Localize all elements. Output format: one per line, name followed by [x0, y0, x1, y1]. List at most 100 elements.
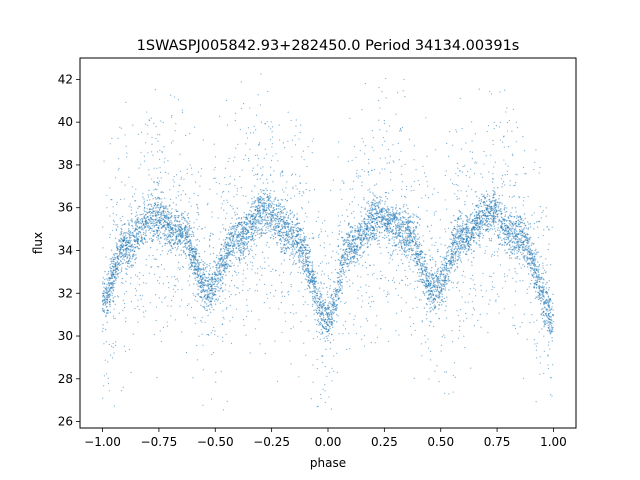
data-point: [164, 215, 167, 217]
data-point: [510, 228, 513, 230]
data-point: [179, 233, 181, 235]
data-point: [240, 241, 243, 243]
data-point: [445, 266, 448, 269]
data-point: [408, 250, 410, 253]
data-point: [128, 266, 130, 268]
data-point: [105, 291, 107, 293]
data-point: [249, 217, 251, 219]
data-point: [266, 178, 268, 181]
data-point: [148, 229, 150, 231]
data-point: [494, 227, 496, 230]
data-point: [304, 246, 306, 249]
data-point: [272, 237, 275, 240]
data-point: [394, 220, 396, 222]
data-point: [547, 324, 549, 326]
data-point: [547, 314, 550, 317]
data-point: [456, 248, 458, 250]
data-point: [205, 309, 207, 312]
data-point: [493, 206, 495, 208]
data-point: [327, 335, 329, 337]
data-point: [225, 274, 227, 277]
data-point: [400, 245, 403, 248]
data-point: [226, 248, 228, 250]
data-point: [426, 271, 428, 273]
data-point: [385, 246, 388, 249]
data-point: [320, 296, 323, 299]
data-point: [103, 296, 106, 298]
data-point: [414, 238, 416, 240]
data-point: [268, 209, 271, 212]
data-point: [157, 239, 159, 241]
data-point: [242, 247, 244, 250]
data-point: [537, 291, 539, 294]
data-point: [488, 211, 491, 213]
data-point: [485, 221, 487, 223]
data-point: [437, 284, 439, 287]
data-point: [142, 213, 144, 215]
data-point: [497, 207, 500, 209]
data-point: [246, 222, 248, 224]
data-point: [291, 234, 294, 236]
data-point: [105, 314, 107, 316]
data-point: [283, 217, 285, 219]
data-point: [201, 300, 203, 302]
data-point: [330, 304, 333, 306]
data-point: [405, 250, 407, 252]
data-point: [473, 228, 476, 230]
data-point: [461, 243, 463, 246]
data-point: [478, 200, 480, 202]
data-point: [461, 212, 463, 215]
data-point: [528, 253, 531, 256]
data-point: [403, 230, 405, 232]
data-point: [522, 235, 524, 237]
data-point: [307, 271, 310, 274]
data-point: [391, 253, 394, 255]
data-point: [123, 256, 125, 258]
data-point: [475, 227, 478, 230]
data-point: [172, 202, 175, 204]
data-point: [515, 211, 517, 213]
data-point: [272, 220, 274, 222]
data-point: [251, 238, 254, 241]
data-point: [437, 276, 439, 279]
data-point: [523, 222, 525, 224]
data-point: [247, 215, 249, 217]
data-point: [257, 222, 260, 224]
data-point: [332, 300, 334, 302]
data-point: [176, 234, 178, 236]
data-point: [351, 243, 353, 246]
data-point: [106, 301, 109, 304]
data-point: [445, 283, 447, 286]
data-point: [233, 237, 235, 239]
data-point: [361, 220, 363, 222]
data-point: [519, 230, 521, 232]
data-point: [363, 251, 366, 253]
data-point: [385, 195, 387, 198]
data-point: [328, 302, 330, 304]
data-point: [294, 226, 296, 228]
data-point: [283, 250, 285, 252]
data-point: [176, 230, 179, 233]
data-point: [527, 246, 529, 248]
data-point: [119, 237, 122, 239]
data-point: [120, 264, 122, 266]
data-point: [528, 240, 530, 243]
data-point: [413, 214, 415, 216]
data-point: [236, 243, 238, 245]
data-point: [386, 198, 389, 200]
data-point: [545, 287, 548, 289]
data-point: [466, 235, 469, 237]
data-point: [520, 226, 522, 228]
data-point: [381, 232, 383, 234]
data-point: [335, 300, 337, 302]
data-point: [311, 305, 314, 308]
data-point: [342, 269, 345, 271]
data-point: [140, 234, 142, 236]
data-point: [504, 214, 507, 216]
data-point: [103, 299, 106, 301]
data-point: [473, 250, 475, 253]
data-point: [259, 221, 261, 223]
data-point: [391, 218, 393, 220]
data-point: [252, 214, 254, 216]
data-point: [105, 303, 107, 305]
